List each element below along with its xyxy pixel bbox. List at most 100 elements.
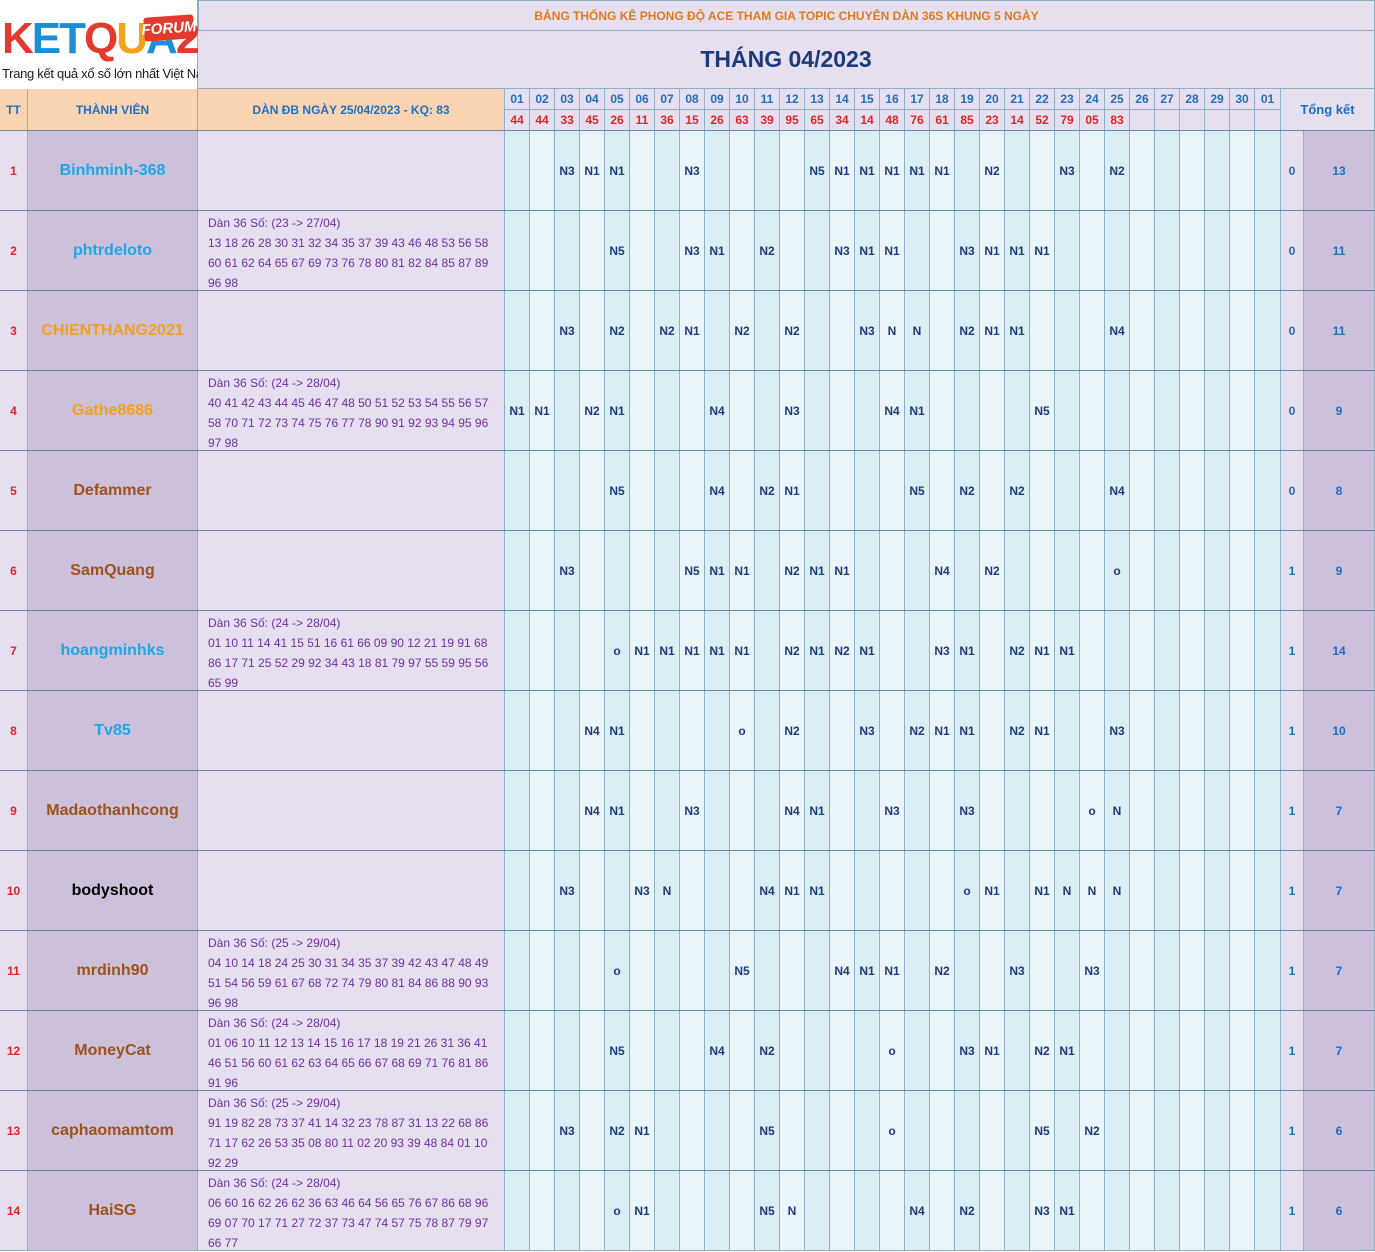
day-cell [1255,1011,1281,1091]
day-cell [1205,1171,1230,1251]
summary-win: 1 [1281,691,1304,771]
member-name[interactable]: Binhminh-368 [28,131,198,211]
day-cell [1230,611,1255,691]
day-cell [555,211,580,291]
day-header: 16 [880,89,905,110]
day-cell [530,771,555,851]
day-cell [955,931,980,1011]
day-cell [1205,451,1230,531]
day-cell [580,611,605,691]
result-header [1255,110,1281,131]
day-cell: N5 [680,531,705,611]
day-cell: N1 [705,611,730,691]
day-cell [1005,531,1030,611]
day-cell: N1 [805,531,830,611]
day-cell [655,1011,680,1091]
row-number: 13 [0,1091,28,1171]
day-cell: N4 [580,771,605,851]
summary-win: 0 [1281,371,1304,451]
member-name[interactable]: HaiSG [28,1171,198,1251]
day-cell [1180,131,1205,211]
day-cell [930,291,955,371]
day-cell [1205,1091,1230,1171]
result-header: 65 [805,110,830,131]
member-name[interactable]: MoneyCat [28,1011,198,1091]
day-cell [980,451,1005,531]
row-number: 8 [0,691,28,771]
day-cell [1155,451,1180,531]
day-cell: o [605,1171,630,1251]
day-cell: N3 [1080,931,1105,1011]
day-cell: N1 [855,611,880,691]
day-cell [805,1091,830,1171]
member-name[interactable]: CHIENTHANG2021 [28,291,198,371]
day-cell [1055,211,1080,291]
day-cell [830,451,855,531]
day-cell [655,1171,680,1251]
member-name[interactable]: mrdinh90 [28,931,198,1011]
site-logo[interactable]: KETQUA2 FORUM Trang kết quả xổ số lớn nh… [0,0,214,89]
member-name[interactable]: bodyshoot [28,851,198,931]
day-cell: N1 [605,371,630,451]
summary-total: 7 [1304,851,1375,931]
member-name[interactable]: caphaomamtom [28,1091,198,1171]
day-header: 05 [605,89,630,110]
day-cell: N2 [655,291,680,371]
day-cell [680,931,705,1011]
dan-numbers [198,291,505,371]
day-cell [730,451,755,531]
day-cell: N2 [580,371,605,451]
day-cell [1130,371,1155,451]
day-cell [655,451,680,531]
member-name[interactable]: Madaothanhcong [28,771,198,851]
day-cell: N1 [830,131,855,211]
member-name[interactable]: Tv85 [28,691,198,771]
day-cell [1205,371,1230,451]
day-header: 02 [530,89,555,110]
summary-win: 1 [1281,1091,1304,1171]
summary-total: 11 [1304,291,1375,371]
day-cell: N2 [755,1011,780,1091]
day-cell [1155,611,1180,691]
member-name[interactable]: hoangminhks [28,611,198,691]
day-cell: N2 [955,1171,980,1251]
day-cell: N1 [780,451,805,531]
day-cell [705,1091,730,1171]
member-name[interactable]: SamQuang [28,531,198,611]
day-cell [1255,611,1281,691]
day-cell: N1 [855,931,880,1011]
day-cell [1105,611,1130,691]
day-cell [680,1091,705,1171]
result-header: 83 [1105,110,1130,131]
day-cell [1255,691,1281,771]
day-cell [830,1091,855,1171]
day-cell [780,131,805,211]
day-cell [530,211,555,291]
day-cell: N3 [555,291,580,371]
day-cell [1230,771,1255,851]
day-cell [880,851,905,931]
member-name[interactable]: Gathe8686 [28,371,198,451]
member-name[interactable]: Defammer [28,451,198,531]
day-cell [1255,451,1281,531]
day-cell [930,1091,955,1171]
day-cell [630,1011,655,1091]
day-cell [705,931,730,1011]
result-header [1155,110,1180,131]
day-cell: N1 [630,611,655,691]
day-cell [1155,771,1180,851]
member-name[interactable]: phtrdeloto [28,211,198,291]
day-cell [630,211,655,291]
day-header: 17 [905,89,930,110]
day-cell: N1 [655,611,680,691]
day-cell: N5 [755,1091,780,1171]
day-cell [1155,931,1180,1011]
day-cell: N1 [705,211,730,291]
dan-line: Dàn 36 Số: (25 -> 29/04) [208,1096,341,1110]
day-cell [630,691,655,771]
day-header: 24 [1080,89,1105,110]
day-header: 18 [930,89,955,110]
day-cell [930,771,955,851]
day-cell [630,291,655,371]
